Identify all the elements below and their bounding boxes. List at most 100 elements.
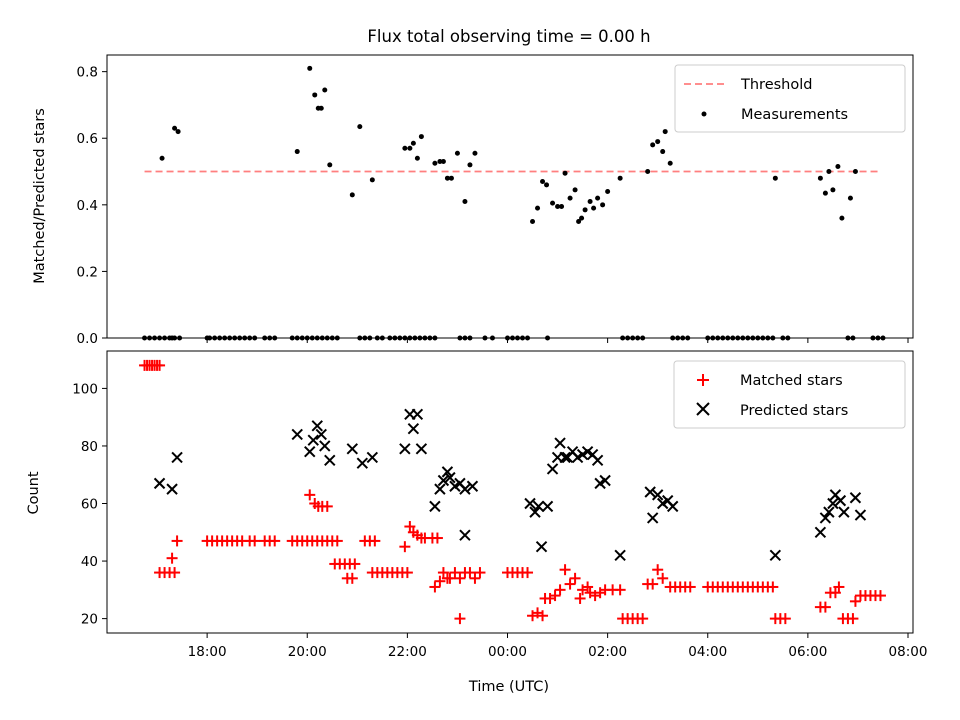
- measurement-point: [635, 335, 641, 341]
- measurement-point: [432, 160, 438, 166]
- matched-star-point: [399, 541, 411, 553]
- matched-star-point: [401, 567, 413, 579]
- matched-star-point: [454, 613, 466, 625]
- bottom-y-tick-label: 40: [81, 554, 98, 570]
- predicted-star-point: [666, 500, 679, 513]
- predicted-star-point: [532, 500, 545, 513]
- matched-star-point: [349, 558, 361, 570]
- measurement-point: [374, 335, 380, 341]
- measurement-point: [630, 335, 636, 341]
- predicted-star-point: [171, 451, 183, 464]
- bottom-y-tick-label: 100: [72, 381, 98, 397]
- predicted-star-point: [304, 446, 316, 458]
- measurement-point: [417, 335, 423, 341]
- bottom-y-tick-label: 60: [81, 497, 98, 513]
- matched-star-point: [454, 572, 466, 584]
- measurement-point: [640, 335, 646, 341]
- top-panel: 0.00.20.40.60.8 Matched/Predicted stars …: [32, 54, 914, 347]
- matched-star-point: [614, 584, 626, 596]
- measurement-point: [489, 335, 495, 341]
- measurement-point: [362, 335, 368, 341]
- matched-star-point: [569, 572, 581, 584]
- measurement-point: [650, 142, 656, 148]
- measurement-point: [222, 335, 228, 341]
- top-legend-box: [674, 64, 906, 133]
- measurement-point: [349, 192, 355, 198]
- matched-star-point: [171, 535, 183, 547]
- bottom-x-tick-label: 00:00: [488, 644, 527, 660]
- measurement-point: [440, 159, 446, 165]
- legend-measurements-swatch: [701, 111, 707, 117]
- measurement-point: [232, 335, 238, 341]
- measurement-point: [242, 335, 248, 341]
- measurement-point: [605, 189, 611, 195]
- measurement-point: [760, 335, 766, 341]
- measurement-point: [444, 175, 450, 181]
- measurement-point: [880, 335, 886, 341]
- measurement-point: [780, 335, 786, 341]
- measurement-point: [387, 335, 393, 341]
- measurement-point: [312, 92, 318, 98]
- predicted-star-point: [437, 474, 450, 487]
- measurement-point: [307, 65, 313, 71]
- measurement-point: [715, 335, 721, 341]
- measurement-point: [535, 205, 541, 211]
- top-y-tick-label: 0.4: [77, 198, 98, 214]
- measurement-point: [397, 335, 403, 341]
- matched-star-points: [139, 359, 886, 625]
- measurement-point: [212, 335, 218, 341]
- predicted-star-point: [849, 492, 862, 504]
- measurement-point: [294, 149, 300, 155]
- matched-star-point: [404, 521, 416, 533]
- measurement-point: [579, 215, 585, 221]
- matched-star-point: [429, 581, 441, 593]
- predicted-star-point: [827, 497, 839, 510]
- measurement-point: [329, 335, 335, 341]
- top-chart-title: Flux total observing time = 0.00 h: [367, 27, 650, 46]
- measurement-point: [267, 335, 273, 341]
- measurement-point: [379, 335, 385, 341]
- predicted-star-point: [311, 420, 323, 432]
- matched-star-point: [849, 595, 861, 607]
- measurement-point: [530, 218, 536, 224]
- measurement-point: [318, 105, 324, 111]
- predicted-star-point: [153, 477, 166, 490]
- matched-star-point: [647, 578, 659, 590]
- matched-star-point: [657, 572, 669, 584]
- matched-star-point: [874, 590, 886, 602]
- measurement-point: [247, 335, 253, 341]
- matched-star-point: [684, 581, 696, 593]
- matched-star-point: [537, 610, 549, 622]
- measurement-point: [705, 335, 711, 341]
- measurement-point: [402, 335, 408, 341]
- matched-star-point: [304, 489, 316, 501]
- bottom-x-tick-label: 02:00: [588, 644, 627, 660]
- measurement-point: [770, 335, 776, 341]
- matched-star-point: [779, 613, 791, 625]
- measurement-point: [462, 335, 468, 341]
- measurement-point: [467, 335, 473, 341]
- top-legend: Threshold Measurements: [674, 64, 906, 133]
- matched-star-point: [637, 613, 649, 625]
- measurement-point: [227, 335, 233, 341]
- measurement-point: [625, 335, 631, 341]
- measurement-point: [457, 335, 463, 341]
- measurement-point: [852, 169, 858, 175]
- bottom-y-ticks: 20 40 60 80 100: [72, 381, 107, 628]
- predicted-star-points: [153, 408, 867, 562]
- measurement-point: [582, 207, 588, 213]
- predicted-star-point: [291, 428, 303, 441]
- predicted-star-point: [356, 457, 369, 469]
- measurement-point: [175, 129, 181, 135]
- bottom-x-tick-label: 08:00: [889, 644, 928, 660]
- top-plot-frame: [106, 54, 914, 339]
- measurement-point: [299, 335, 305, 341]
- measurement-point: [670, 335, 676, 341]
- matched-star-point: [464, 567, 476, 579]
- measurement-point: [562, 170, 568, 176]
- measurement-point: [152, 335, 158, 341]
- predicted-star-point: [307, 434, 319, 446]
- legend-matched-label: Matched stars: [740, 373, 843, 389]
- measurement-point: [504, 335, 510, 341]
